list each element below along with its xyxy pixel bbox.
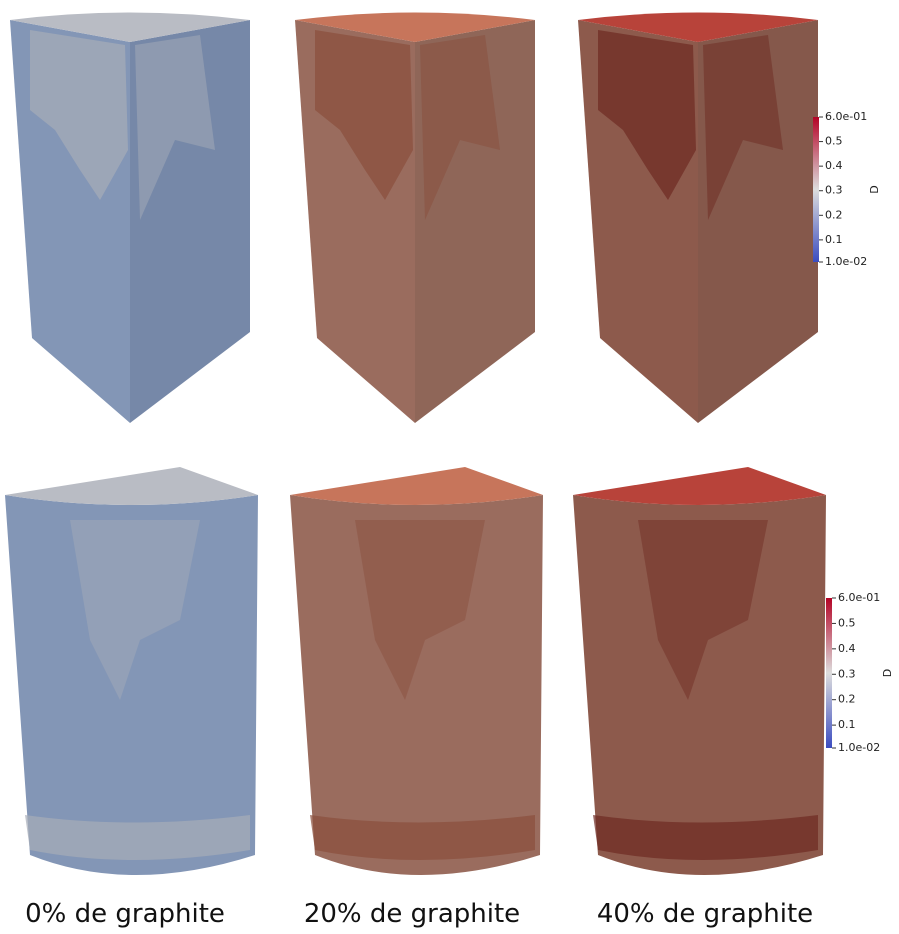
colorbar-tick-label: 1.0e-02 xyxy=(838,741,880,754)
colorbar-tick-label: 6.0e-01 xyxy=(825,110,867,123)
patch xyxy=(638,520,768,700)
face-top xyxy=(10,12,250,42)
patch xyxy=(420,35,500,220)
colorbar-title: D xyxy=(868,185,881,193)
colorbar xyxy=(813,117,819,262)
patch xyxy=(135,35,215,220)
cylinder-render xyxy=(290,467,543,875)
face-top xyxy=(290,467,543,505)
colorbar-tick-label: 0.5 xyxy=(838,616,856,629)
colorbar-tick-label: 1.0e-02 xyxy=(825,255,867,268)
wedge-render xyxy=(578,12,818,423)
patch xyxy=(315,30,413,200)
colorbar-tick-label: 0.3 xyxy=(838,667,856,680)
patch xyxy=(593,815,818,860)
colorbar-tick-label: 0.3 xyxy=(825,184,843,197)
face-top xyxy=(295,12,535,42)
caption: 20% de graphite xyxy=(304,899,520,929)
caption: 0% de graphite xyxy=(25,899,225,929)
wedge-render xyxy=(10,12,250,423)
colorbar-title: D xyxy=(881,669,894,677)
colorbar-tick-label: 0.1 xyxy=(825,233,843,246)
cylinder-render xyxy=(5,467,258,875)
patch xyxy=(310,815,535,860)
colorbar xyxy=(826,598,832,748)
patch xyxy=(355,520,485,700)
colorbar-tick-label: 6.0e-01 xyxy=(838,591,880,604)
cylinder-render xyxy=(573,467,826,875)
face-side xyxy=(573,495,826,875)
patch xyxy=(70,520,200,700)
patch xyxy=(25,815,250,860)
face-top xyxy=(5,467,258,505)
face-side xyxy=(5,495,258,875)
colorbar-tick-label: 0.5 xyxy=(825,135,843,148)
colorbar-tick-label: 0.1 xyxy=(838,718,856,731)
colorbar-tick-label: 0.4 xyxy=(825,159,843,172)
colorbar-tick-label: 0.2 xyxy=(825,208,843,221)
caption: 40% de graphite xyxy=(597,899,813,929)
wedge-render xyxy=(295,12,535,423)
colorbar-tick-label: 0.2 xyxy=(838,693,856,706)
patch xyxy=(30,30,128,200)
face-side xyxy=(290,495,543,875)
face-top xyxy=(578,12,818,42)
face-top xyxy=(573,467,826,505)
patch xyxy=(703,35,783,220)
patch xyxy=(598,30,696,200)
colorbar-tick-label: 0.4 xyxy=(838,642,856,655)
